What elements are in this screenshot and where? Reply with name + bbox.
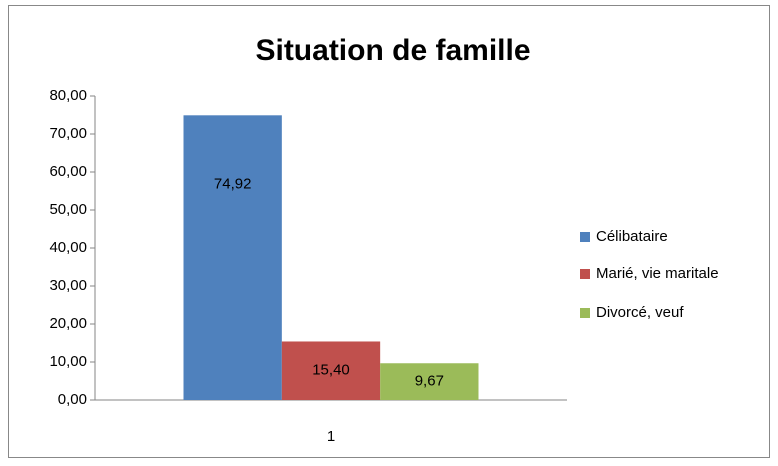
data-label: 74,92 <box>214 175 252 192</box>
legend-label: Marié, vie maritale <box>596 265 719 282</box>
bar <box>380 363 479 400</box>
y-tick-label: 30,00 <box>49 277 87 294</box>
y-tick-label: 20,00 <box>49 315 87 332</box>
legend-label: Célibataire <box>596 228 668 245</box>
y-tick-label: 0,00 <box>58 391 87 408</box>
y-tick-label: 70,00 <box>49 125 87 142</box>
bar <box>281 341 381 400</box>
legend-label: Divorcé, veuf <box>596 304 684 321</box>
y-tick-label: 40,00 <box>49 239 87 256</box>
y-tick-label: 50,00 <box>49 201 87 218</box>
data-label: 9,67 <box>415 373 444 390</box>
legend-swatch <box>580 232 590 242</box>
y-tick-label: 80,00 <box>49 87 87 104</box>
bar <box>183 115 282 400</box>
legend-swatch <box>580 308 590 318</box>
x-tick-label: 1 <box>327 428 335 445</box>
legend-swatch <box>580 269 590 279</box>
chart-title: Situation de famille <box>255 34 530 67</box>
data-label: 15,40 <box>312 362 350 379</box>
y-tick-label: 60,00 <box>49 163 87 180</box>
y-tick-label: 10,00 <box>49 353 87 370</box>
